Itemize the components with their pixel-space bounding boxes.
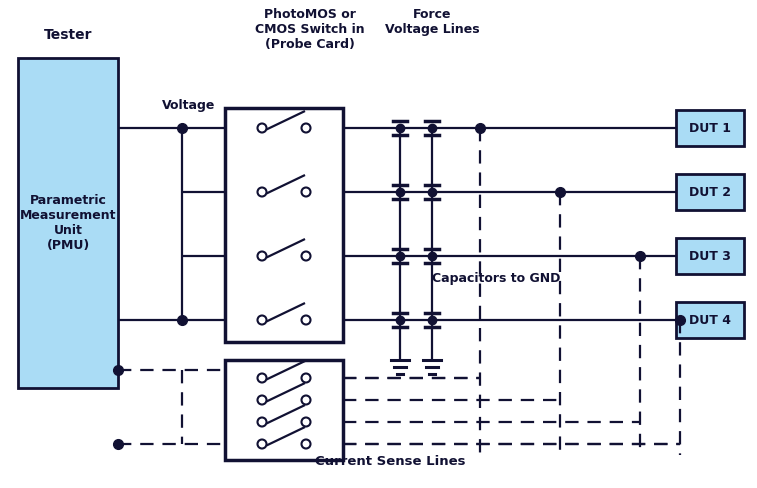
Text: Parametric
Measurement
Unit
(PMU): Parametric Measurement Unit (PMU) (20, 194, 117, 252)
Bar (676, 110, 744, 146)
Circle shape (257, 440, 266, 448)
Bar (225, 108, 343, 342)
Bar (676, 302, 744, 338)
Circle shape (257, 418, 266, 427)
Circle shape (257, 187, 266, 197)
Text: Force
Voltage Lines: Force Voltage Lines (385, 8, 479, 36)
Text: DUT 3: DUT 3 (689, 249, 731, 263)
Circle shape (301, 123, 310, 133)
Text: Tester: Tester (44, 28, 92, 42)
Text: Voltage: Voltage (162, 99, 215, 111)
Circle shape (301, 187, 310, 197)
Circle shape (257, 373, 266, 383)
Circle shape (257, 316, 266, 325)
Bar (676, 238, 744, 274)
Bar (676, 174, 744, 210)
Text: Capacitors to GND: Capacitors to GND (432, 272, 560, 285)
Circle shape (301, 316, 310, 325)
Circle shape (301, 251, 310, 261)
Text: PhotoMOS or
CMOS Switch in
(Probe Card): PhotoMOS or CMOS Switch in (Probe Card) (255, 8, 365, 51)
Text: DUT 2: DUT 2 (689, 185, 731, 199)
Bar (18, 58, 118, 388)
Bar (225, 360, 343, 460)
Text: DUT 4: DUT 4 (689, 313, 731, 326)
Circle shape (257, 395, 266, 405)
Circle shape (301, 418, 310, 427)
Text: Current Sense Lines: Current Sense Lines (315, 455, 466, 468)
Circle shape (257, 123, 266, 133)
Circle shape (301, 373, 310, 383)
Circle shape (301, 395, 310, 405)
Text: DUT 1: DUT 1 (689, 122, 731, 135)
Circle shape (257, 251, 266, 261)
Circle shape (301, 440, 310, 448)
